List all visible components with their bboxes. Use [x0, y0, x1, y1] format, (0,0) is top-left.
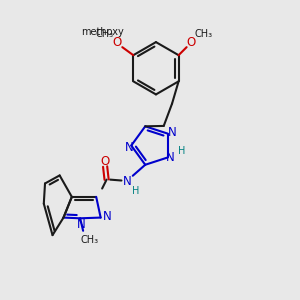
Text: CH₃: CH₃: [80, 235, 98, 245]
Text: O: O: [187, 36, 196, 49]
Text: O: O: [112, 36, 122, 49]
Text: H: H: [178, 146, 185, 157]
Text: N: N: [122, 175, 131, 188]
Text: N: N: [124, 140, 133, 154]
Text: methoxy: methoxy: [81, 27, 124, 37]
Text: O: O: [100, 155, 110, 168]
Text: CH₃: CH₃: [194, 29, 213, 39]
Text: N: N: [166, 151, 175, 164]
Text: N: N: [77, 218, 86, 231]
Text: N: N: [168, 126, 177, 139]
Text: H: H: [132, 186, 140, 196]
Text: N: N: [103, 210, 112, 223]
Text: CH₃: CH₃: [95, 29, 113, 39]
